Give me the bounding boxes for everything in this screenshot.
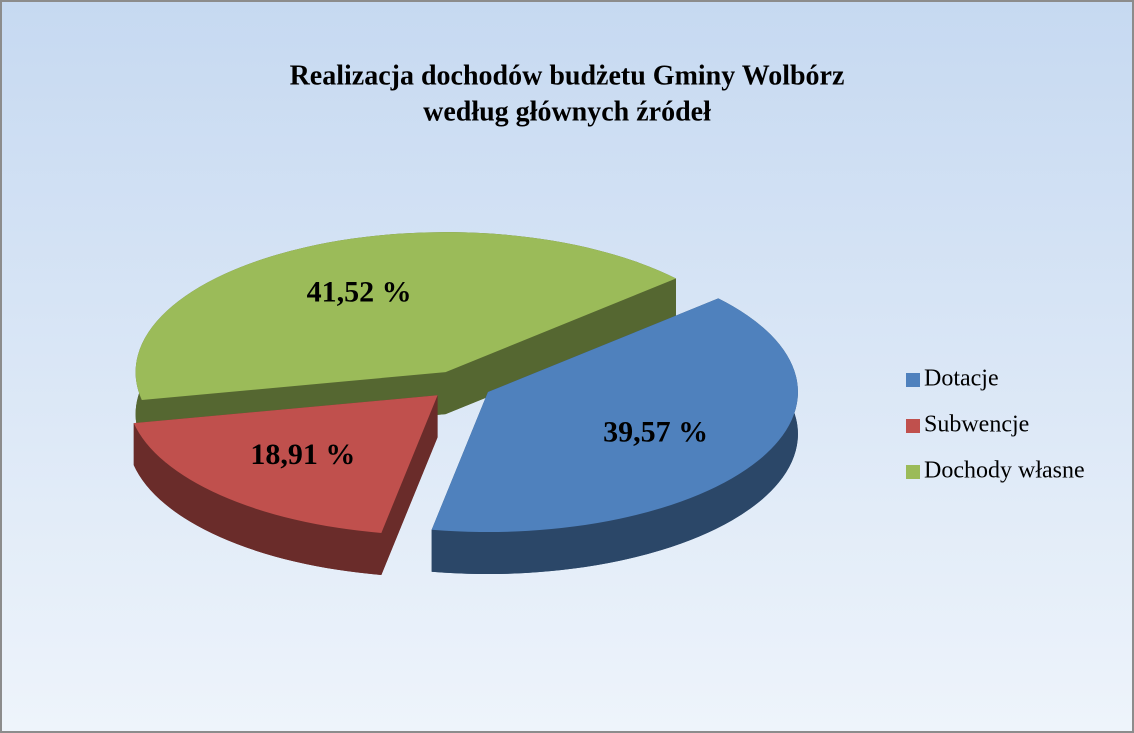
slice-side [445, 278, 676, 415]
legend-label: Subwencje [924, 412, 1029, 438]
slice-side [381, 395, 438, 575]
legend-swatch [906, 419, 920, 433]
value-label: 39,57 % [603, 415, 708, 448]
legend-swatch [906, 373, 920, 387]
value-label: 41,52 % [307, 276, 412, 309]
value-label: 18,91 % [250, 438, 355, 471]
chart-title: według głównych źródeł [423, 96, 711, 127]
slice [133, 395, 438, 533]
slice [135, 232, 676, 400]
chart-title: Realizacja dochodów budżetu Gminy Wolbór… [290, 60, 845, 91]
legend-label: Dotacje [924, 366, 999, 392]
slice [135, 232, 676, 442]
slice-side [133, 423, 382, 575]
slice-side [431, 298, 798, 575]
slice [133, 395, 438, 575]
slice [431, 298, 798, 533]
legend-label: Dochody własne [924, 458, 1085, 484]
legend-swatch [906, 465, 920, 479]
slice [431, 298, 798, 575]
